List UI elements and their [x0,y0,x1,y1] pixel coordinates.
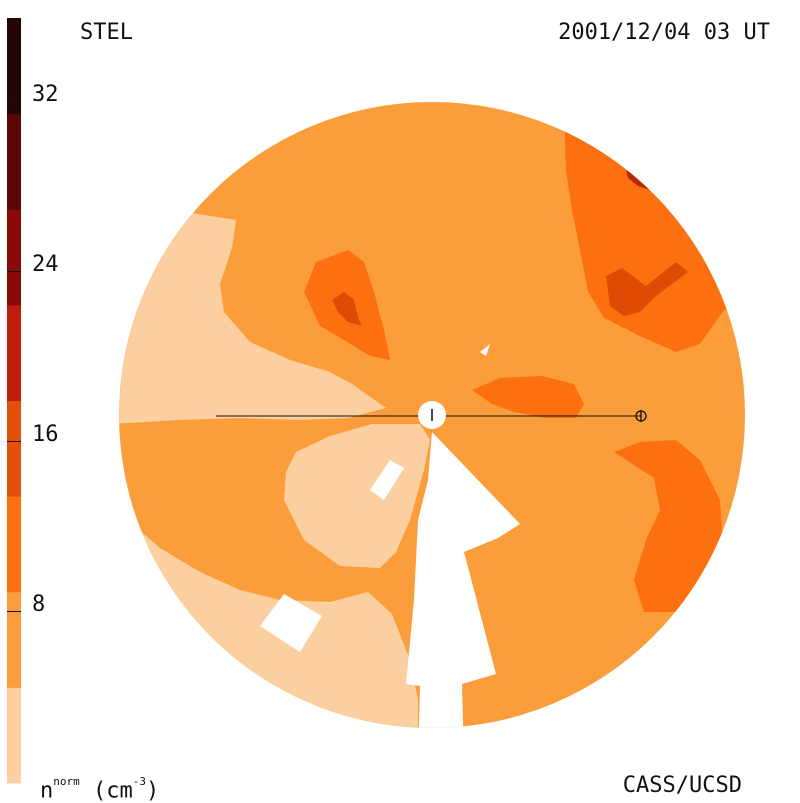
colorbar-band-3 [7,400,21,497]
credit-label: CASS/UCSD [622,773,742,798]
colorbar-tick-24 [7,271,21,272]
colorbar-unit-label: nnorm (cm-3) [40,775,159,802]
region-northeast-dark [606,262,688,316]
colorbar-tick-8 [7,611,21,612]
colorbar-band-2 [7,496,21,593]
colorbar-band-5 [7,209,21,306]
colorbar-band-4 [7,304,21,401]
colorbar-tick-16 [7,441,21,442]
colorbar-band-1 [7,591,21,688]
region-south-light [284,424,430,568]
colorbar-band-0 [7,687,21,784]
unit-superscript: -3 [132,775,146,788]
region-center-east-medium [472,376,584,418]
gap-sliver [480,344,490,356]
region-west-light [119,200,386,424]
observatory-label: STEL [80,20,133,45]
quantity-symbol: n [40,778,54,803]
colorbar-label-24: 24 [32,252,59,277]
unit-open: (cm [93,778,133,803]
colorbar-band-7 [7,18,21,115]
unit-close: ) [146,778,160,803]
colorbar-label-8: 8 [32,592,46,617]
timestamp-label: 2001/12/04 03 UT [558,20,770,45]
colorbar-tick-32 [7,101,21,102]
region-northeast-darker [626,170,650,190]
region-east-medium [614,440,724,612]
gap-patch-b [260,594,322,652]
colorbar-label-16: 16 [32,422,59,447]
colorbar-band-6 [7,113,21,210]
gap-patch-a [370,460,404,500]
gap-south-wedge [406,432,520,728]
colorbar-label-32: 32 [32,82,59,107]
quantity-superscript: norm [53,775,80,788]
region-north-dark [332,292,362,326]
